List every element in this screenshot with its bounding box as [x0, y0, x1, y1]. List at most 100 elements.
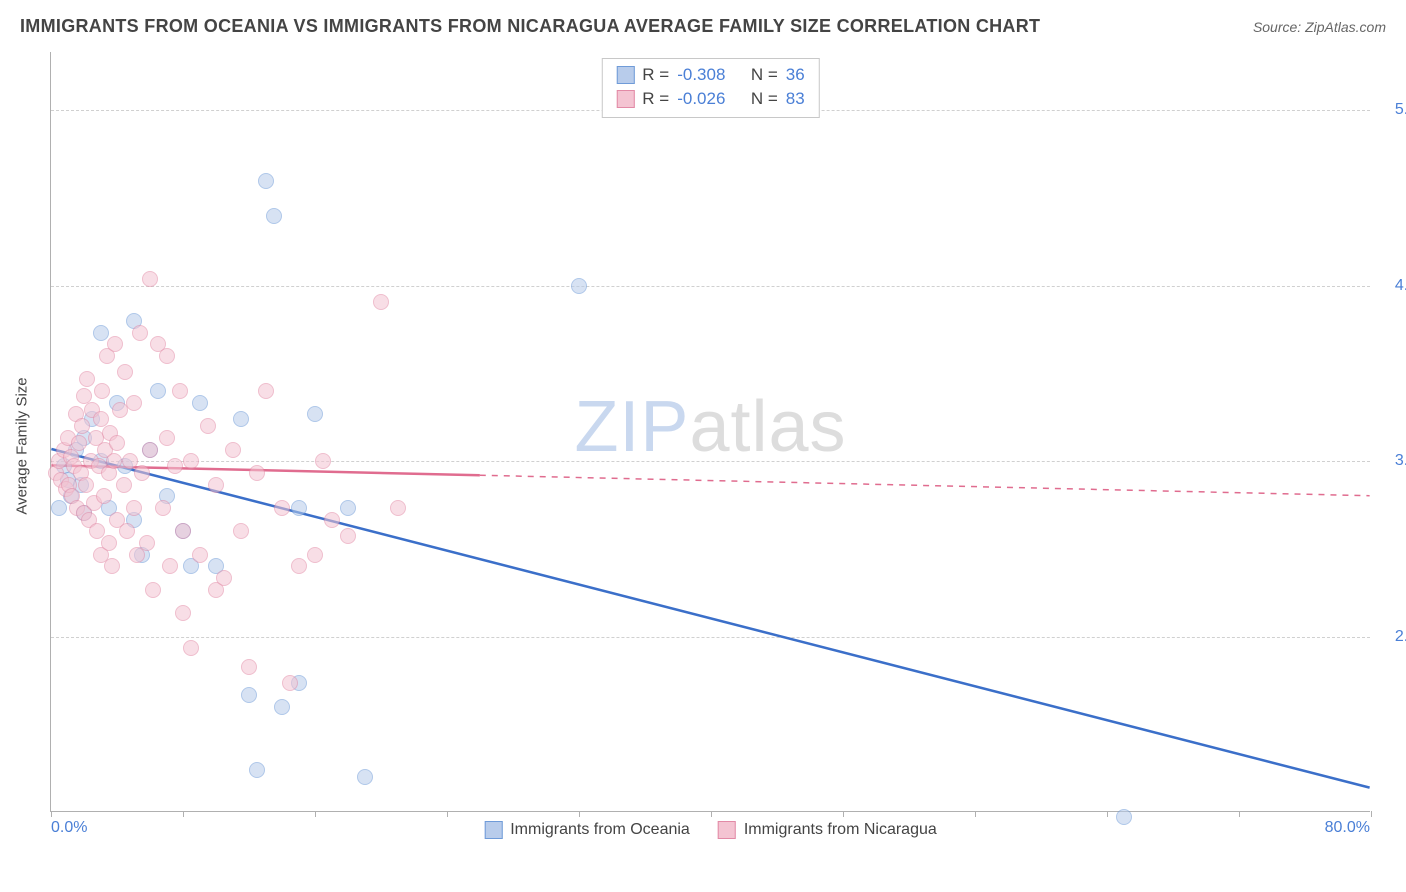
data-point-series-1: [126, 500, 142, 516]
data-point-series-1: [282, 675, 298, 691]
n-value-1: 83: [786, 87, 805, 111]
xlim-max: 80.0%: [1325, 819, 1370, 837]
watermark-atlas: atlas: [689, 387, 846, 467]
gridline: [51, 286, 1370, 287]
data-point-series-1: [216, 570, 232, 586]
data-point-series-1: [96, 488, 112, 504]
data-point-series-1: [162, 558, 178, 574]
data-point-series-1: [183, 640, 199, 656]
data-point-series-0: [266, 208, 282, 224]
data-point-series-1: [225, 442, 241, 458]
legend-stats-row-0: R = -0.308 N = 36: [616, 63, 804, 87]
data-point-series-0: [274, 699, 290, 715]
data-point-series-1: [79, 371, 95, 387]
data-point-series-1: [117, 364, 133, 380]
xtick: [1371, 811, 1372, 817]
legend-swatch-0: [616, 66, 634, 84]
data-point-series-1: [94, 383, 110, 399]
xlim-min: 0.0%: [51, 819, 87, 837]
data-point-series-1: [139, 535, 155, 551]
data-point-series-1: [172, 383, 188, 399]
data-point-series-1: [258, 383, 274, 399]
data-point-series-0: [1116, 809, 1132, 825]
n-value-0: 36: [786, 63, 805, 87]
data-point-series-1: [324, 512, 340, 528]
data-point-series-1: [104, 558, 120, 574]
data-point-series-1: [106, 453, 122, 469]
legend-stats-box: R = -0.308 N = 36 R = -0.026 N = 83: [601, 58, 819, 118]
data-point-series-1: [340, 528, 356, 544]
data-point-series-0: [192, 395, 208, 411]
data-point-series-1: [175, 605, 191, 621]
ytick-label: 2.75: [1395, 628, 1406, 646]
gridline: [51, 637, 1370, 638]
plot-area: ZIPatlas 2.753.504.255.00 R = -0.308 N =…: [50, 52, 1370, 812]
data-point-series-0: [307, 406, 323, 422]
data-point-series-1: [132, 325, 148, 341]
legend-stats-row-1: R = -0.026 N = 83: [616, 87, 804, 111]
data-point-series-1: [142, 442, 158, 458]
data-point-series-1: [159, 348, 175, 364]
data-point-series-0: [571, 278, 587, 294]
r-label: R =: [642, 87, 669, 111]
chart-title: IMMIGRANTS FROM OCEANIA VS IMMIGRANTS FR…: [20, 16, 1040, 37]
data-point-series-0: [150, 383, 166, 399]
n-label: N =: [751, 87, 778, 111]
watermark: ZIPatlas: [574, 386, 846, 468]
data-point-series-1: [274, 500, 290, 516]
data-point-series-1: [71, 435, 87, 451]
data-point-series-1: [109, 435, 125, 451]
data-point-series-1: [200, 418, 216, 434]
data-point-series-1: [134, 465, 150, 481]
data-point-series-0: [249, 762, 265, 778]
data-point-series-0: [93, 325, 109, 341]
n-label: N =: [751, 63, 778, 87]
data-point-series-1: [101, 535, 117, 551]
r-value-1: -0.026: [677, 87, 725, 111]
data-point-series-1: [119, 523, 135, 539]
data-point-series-1: [159, 430, 175, 446]
xtick: [315, 811, 316, 817]
data-point-series-1: [175, 523, 191, 539]
xtick: [1107, 811, 1108, 817]
legend-swatch-1: [616, 90, 634, 108]
ytick-label: 3.50: [1395, 452, 1406, 470]
r-label: R =: [642, 63, 669, 87]
trendline-dashed-1: [480, 475, 1370, 495]
xtick: [711, 811, 712, 817]
xtick: [51, 811, 52, 817]
data-point-series-0: [241, 687, 257, 703]
data-point-series-1: [74, 418, 90, 434]
data-point-series-1: [126, 395, 142, 411]
gridline: [51, 461, 1370, 462]
data-point-series-1: [390, 500, 406, 516]
data-point-series-0: [291, 500, 307, 516]
data-point-series-1: [373, 294, 389, 310]
data-point-series-1: [315, 453, 331, 469]
data-point-series-1: [233, 523, 249, 539]
title-bar: IMMIGRANTS FROM OCEANIA VS IMMIGRANTS FR…: [20, 16, 1386, 37]
data-point-series-1: [107, 336, 123, 352]
xtick: [975, 811, 976, 817]
xtick: [1239, 811, 1240, 817]
data-point-series-1: [142, 271, 158, 287]
data-point-series-1: [167, 458, 183, 474]
data-point-series-1: [78, 477, 94, 493]
xtick: [447, 811, 448, 817]
data-point-series-0: [340, 500, 356, 516]
bottom-legend-item-1: Immigrants from Nicaragua: [718, 821, 937, 839]
bottom-legend-item-0: Immigrants from Oceania: [484, 821, 690, 839]
source-label: Source: ZipAtlas.com: [1253, 19, 1386, 35]
ytick-label: 5.00: [1395, 101, 1406, 119]
data-point-series-1: [145, 582, 161, 598]
data-point-series-1: [183, 453, 199, 469]
ytick-label: 4.25: [1395, 277, 1406, 295]
data-point-series-1: [241, 659, 257, 675]
r-value-0: -0.308: [677, 63, 725, 87]
bottom-legend-label-1: Immigrants from Nicaragua: [744, 821, 937, 839]
y-axis-label: Average Family Size: [14, 377, 31, 514]
data-point-series-1: [307, 547, 323, 563]
data-point-series-1: [208, 477, 224, 493]
xtick: [579, 811, 580, 817]
bottom-legend-swatch-0: [484, 821, 502, 839]
